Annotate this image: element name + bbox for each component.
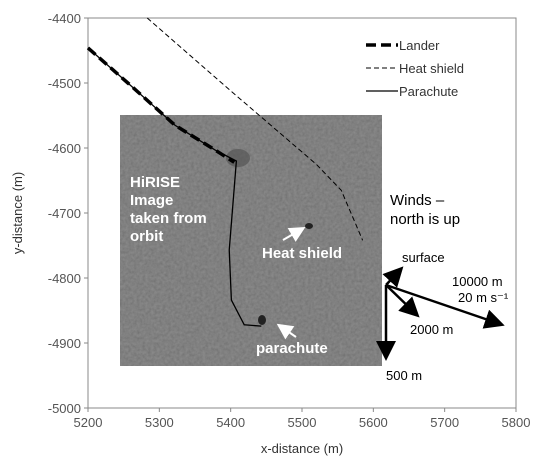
image-label-line: HiRISE — [130, 174, 180, 191]
y-tick-label: -4500 — [48, 76, 81, 91]
x-axis-label: x-distance (m) — [261, 441, 343, 456]
page: HiRISE Image taken from orbit Heat shiel… — [0, 0, 542, 464]
x-tick-label: 5500 — [288, 415, 317, 430]
image-label-line: Image — [130, 192, 173, 209]
y-tick-label: -4800 — [48, 271, 81, 286]
y-tick-label: -4400 — [48, 11, 81, 26]
winds-label: north is up — [390, 211, 460, 228]
x-tick-label: 5300 — [145, 415, 174, 430]
heat-shield-spot — [305, 223, 313, 229]
wind-label: 500 m — [386, 368, 422, 383]
image-label-line: orbit — [130, 228, 163, 245]
parachute-label: parachute — [256, 340, 328, 357]
parachute-spot — [258, 315, 266, 325]
wind-label: surface — [402, 250, 445, 265]
legend-label: Parachute — [399, 84, 458, 99]
image-label-line: taken from — [130, 210, 207, 227]
winds-label: Winds – — [390, 192, 445, 209]
y-tick-label: -4900 — [48, 336, 81, 351]
legend-label: Heat shield — [399, 61, 464, 76]
y-tick-label: -5000 — [48, 401, 81, 416]
x-tick-label: 5400 — [216, 415, 245, 430]
y-tick-label: -4600 — [48, 141, 81, 156]
y-tick-label: -4700 — [48, 206, 81, 221]
x-tick-label: 5700 — [430, 415, 459, 430]
wind-label: 20 m s⁻¹ — [458, 290, 509, 305]
x-tick-label: 5600 — [359, 415, 388, 430]
legend-label: Lander — [399, 38, 440, 53]
x-tick-label: 5200 — [74, 415, 103, 430]
x-tick-label: 5800 — [502, 415, 531, 430]
wind-label: 2000 m — [410, 322, 453, 337]
heat-shield-label: Heat shield — [262, 245, 342, 262]
wind-label: 10000 m — [452, 274, 503, 289]
y-axis-label: y-distance (m) — [10, 172, 25, 254]
chart: HiRISE Image taken from orbit Heat shiel… — [0, 0, 542, 459]
